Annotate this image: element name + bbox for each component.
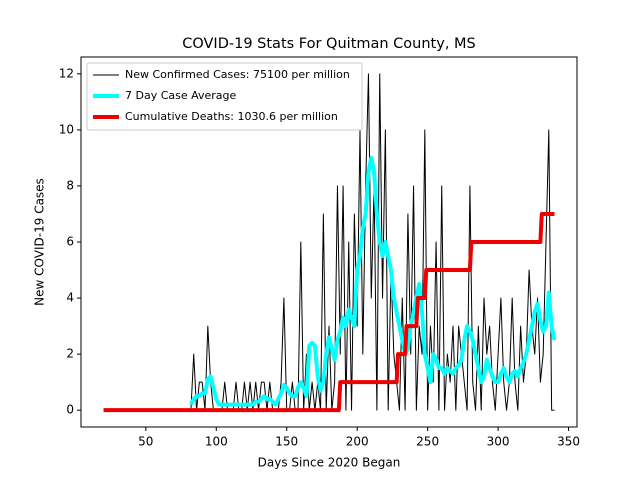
x-tick-label: 350 bbox=[557, 435, 580, 449]
plot-frame bbox=[80, 56, 578, 428]
y-axis-label: New COVID-19 Cases bbox=[33, 178, 47, 306]
x-tick-label: 50 bbox=[138, 435, 153, 449]
x-tick-label: 200 bbox=[346, 435, 369, 449]
x-tick-label: 300 bbox=[487, 435, 510, 449]
y-tick-label: 10 bbox=[59, 122, 74, 136]
x-axis-label: Days Since 2020 Began bbox=[258, 456, 401, 470]
series-line bbox=[189, 155, 557, 407]
y-tick-label: 0 bbox=[66, 403, 74, 417]
x-tick-label: 150 bbox=[275, 435, 298, 449]
y-tick-label: 12 bbox=[59, 66, 74, 80]
y-tick-label: 4 bbox=[66, 291, 74, 305]
series-line bbox=[190, 73, 555, 411]
x-tick-label: 100 bbox=[205, 435, 228, 449]
legend-label: Cumulative Deaths: 1030.6 per million bbox=[125, 110, 338, 123]
x-tick-label: 250 bbox=[416, 435, 439, 449]
series-line bbox=[103, 211, 555, 413]
legend-label: 7 Day Case Average bbox=[125, 89, 237, 102]
y-tick-label: 6 bbox=[66, 235, 74, 249]
legend-box bbox=[86, 62, 363, 131]
y-tick-label: 8 bbox=[66, 178, 74, 192]
legend-label: New Confirmed Cases: 75100 per million bbox=[125, 68, 350, 81]
y-tick-label: 2 bbox=[66, 347, 74, 361]
chart-title: COVID-19 Stats For Quitman County, MS bbox=[182, 36, 476, 52]
